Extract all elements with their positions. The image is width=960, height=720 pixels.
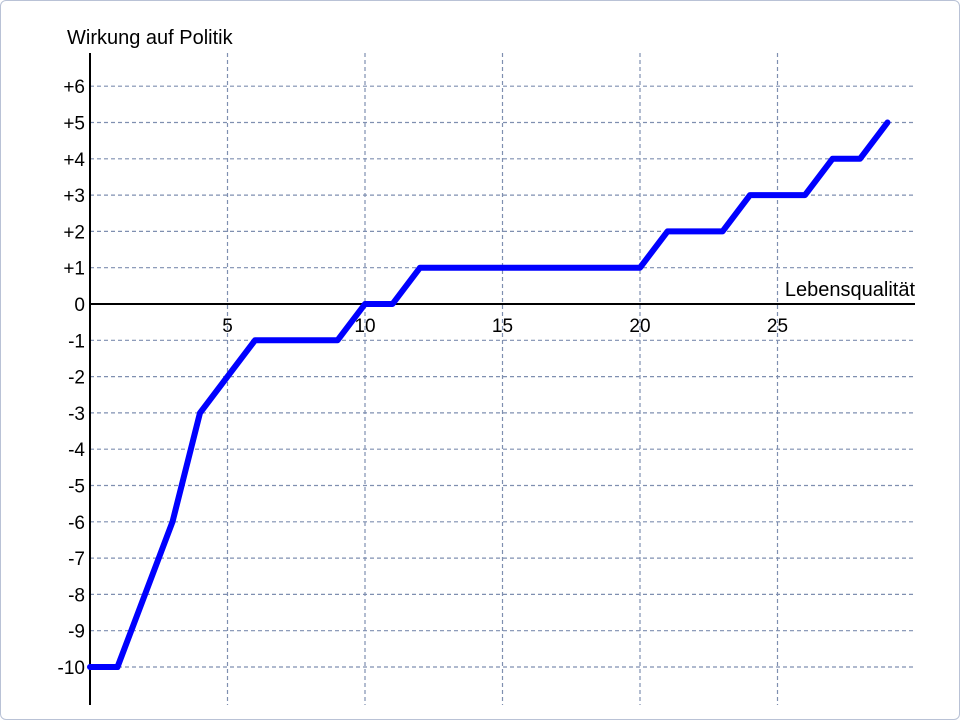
x-tick-label: 25 xyxy=(767,316,788,337)
y-tick-label: -10 xyxy=(58,658,85,679)
series-layer xyxy=(87,119,891,670)
y-tick-label: +3 xyxy=(63,186,85,207)
y-tick-label: -3 xyxy=(68,404,85,425)
y-tick-label: +6 xyxy=(63,77,85,98)
y-tick-label: -5 xyxy=(68,477,85,498)
y-tick-label: +2 xyxy=(63,222,85,243)
y-tick-label: -4 xyxy=(68,440,85,461)
x-tick-label: 20 xyxy=(629,316,650,337)
y-axis-label: Wirkung auf Politik xyxy=(67,27,234,49)
y-tick-label: -7 xyxy=(68,549,85,570)
grid xyxy=(90,53,915,705)
x-tick-label: 15 xyxy=(492,316,513,337)
y-tick-label: +1 xyxy=(63,259,85,280)
y-tick-label: -2 xyxy=(68,368,85,389)
y-tick-labels: +6 +5 +4 +3 +2 +1 0 -1 -2 -3 -4 -5 -6 -7 -8 -9 -10 xyxy=(58,77,86,679)
axes xyxy=(89,53,915,705)
y-tick-label: -1 xyxy=(68,331,85,352)
y-tick-label: +4 xyxy=(63,150,85,171)
x-tick-label: 5 xyxy=(222,316,233,337)
y-tick-label: +5 xyxy=(63,114,85,135)
series-line-0 xyxy=(87,119,891,670)
y-tick-label: -8 xyxy=(68,585,85,606)
y-tick-label: 0 xyxy=(74,295,85,316)
x-tick-labels: 5 10 15 20 25 xyxy=(222,316,788,337)
x-axis-label: Lebensqualität xyxy=(785,279,916,301)
y-tick-label: -9 xyxy=(68,622,85,643)
x-tick-label: 10 xyxy=(354,316,375,337)
y-tick-label: -6 xyxy=(68,513,85,534)
